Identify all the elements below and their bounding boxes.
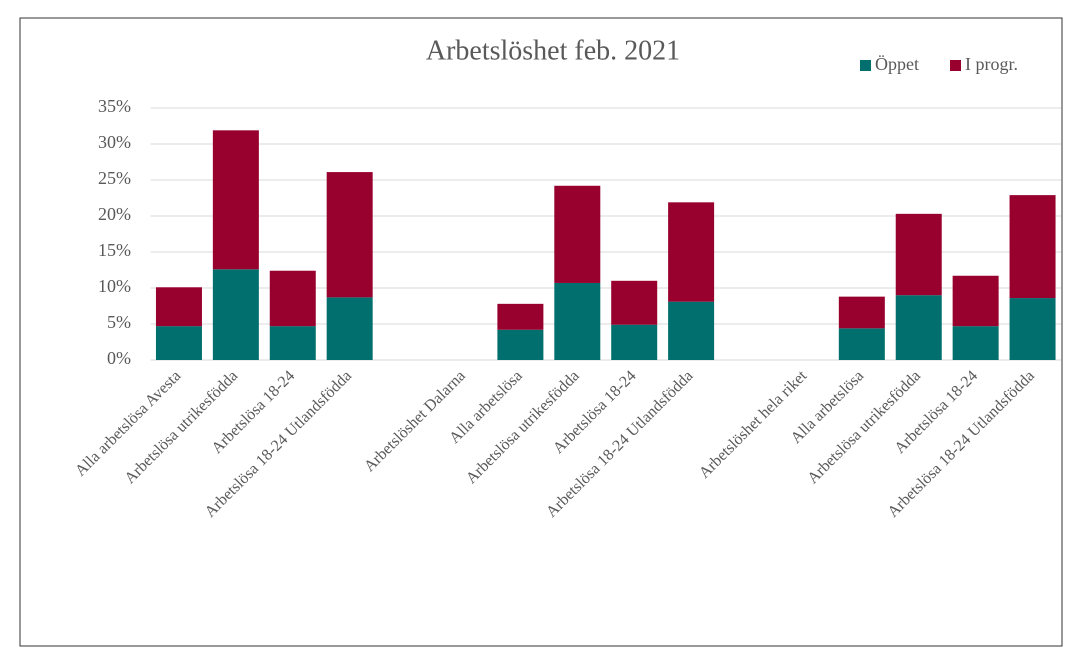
bar-segment	[554, 185, 601, 283]
bar-segment	[838, 296, 885, 329]
legend-label: I progr.	[965, 54, 1018, 74]
y-tick-label: 20%	[98, 204, 131, 224]
bar-segment	[668, 301, 715, 360]
bar-segment	[269, 326, 316, 360]
legend-swatch	[860, 60, 871, 71]
legend-label: Öppet	[875, 54, 919, 74]
bar-segment	[668, 202, 715, 302]
y-tick-label: 35%	[98, 96, 131, 116]
y-tick-label: 10%	[98, 276, 131, 296]
y-tick-label: 25%	[98, 168, 131, 188]
chart-title: Arbetslöshet feb. 2021	[426, 35, 680, 66]
bar-segment	[212, 269, 259, 360]
y-tick-label: 5%	[107, 312, 131, 332]
bar-segment	[895, 295, 942, 360]
bar-segment	[269, 270, 316, 327]
bar-segment	[497, 329, 544, 360]
bar-segment	[212, 130, 259, 270]
bar-segment	[326, 172, 373, 298]
bar-segment	[1009, 195, 1056, 299]
bar-segment	[952, 326, 999, 360]
bar-segment	[155, 326, 202, 360]
bar-segment	[326, 297, 373, 360]
y-tick-label: 30%	[98, 132, 131, 152]
bar-segment	[497, 303, 544, 330]
bar-segment	[554, 282, 601, 360]
bar-segment	[155, 287, 202, 327]
bar-segment	[611, 280, 658, 325]
y-tick-label: 0%	[107, 348, 131, 368]
bar-segment	[952, 275, 999, 327]
bar-segment	[838, 328, 885, 360]
y-tick-label: 15%	[98, 240, 131, 260]
bar-segment	[1009, 298, 1056, 360]
legend-swatch	[950, 60, 961, 71]
bar-segment	[611, 324, 658, 360]
bar-segment	[895, 213, 942, 296]
